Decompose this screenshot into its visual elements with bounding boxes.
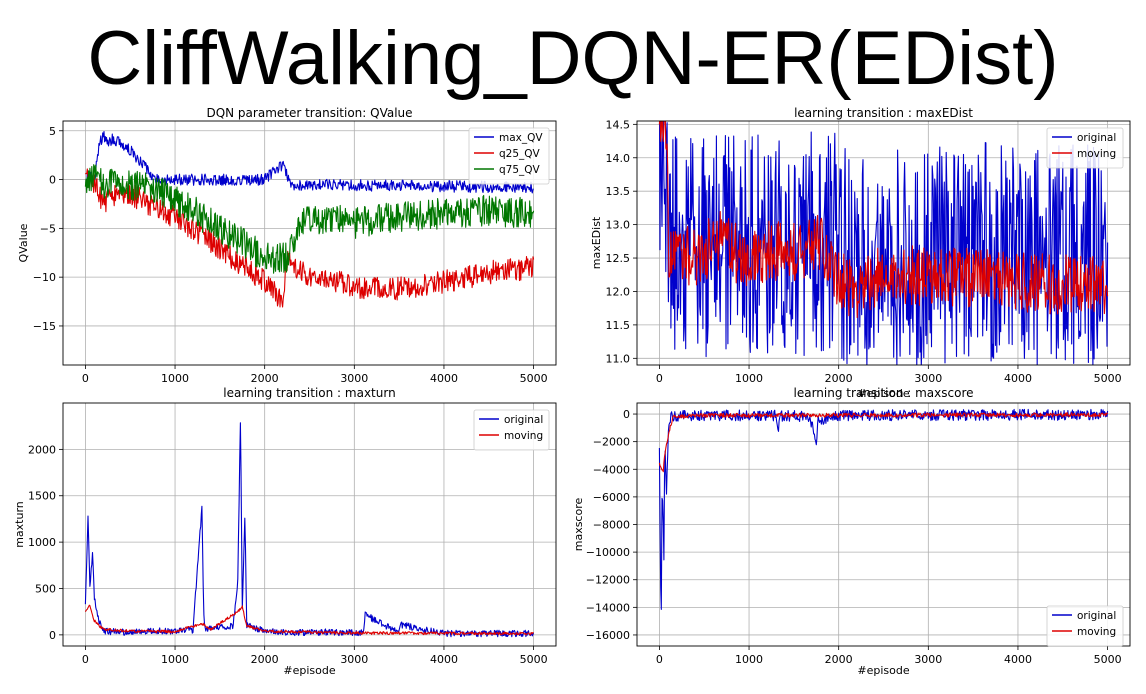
y-tick-label: 11.0 — [606, 352, 631, 365]
y-tick-label: 2000 — [28, 443, 56, 456]
y-tick-label: −8000 — [593, 519, 630, 532]
legend-label: original — [1077, 610, 1116, 622]
chart-panel-3: 0 1000 2000 3000 4000 50002000150010005000#ep… — [13, 386, 557, 677]
y-tick-label: −12000 — [586, 574, 630, 587]
legend-label: q25_QV — [499, 148, 541, 160]
x-tick-label: 0 — [82, 372, 89, 385]
x-tick-label: 5000 — [1094, 653, 1122, 666]
x-tick-label: 3000 — [340, 372, 368, 385]
chart-panel-1: 0 1000 2000 3000 4000 5000 5 0 −5 −10 −15 QValue DQN… — [17, 106, 557, 385]
x-tick-label: 5000 — [1094, 372, 1122, 385]
chart-title: learning transition : maxturn — [223, 386, 395, 400]
chart-title: DQN parameter transition: QValue — [206, 106, 412, 120]
legend-label: moving — [504, 430, 543, 442]
y-tick-label: 14.0 — [606, 152, 631, 165]
x-tick-label: 2000 — [251, 653, 279, 666]
y-tick-label: −4000 — [593, 463, 630, 476]
legend-box — [468, 127, 550, 185]
x-axis-label: #episode — [283, 664, 335, 677]
y-tick-label: 1500 — [28, 490, 56, 503]
x-tick-label: 0 — [82, 653, 89, 666]
legend-label: moving — [1077, 148, 1116, 160]
y-tick-label: −2000 — [593, 436, 630, 449]
series-group — [658, 408, 1109, 610]
chart-title: learning transition : maxscore — [794, 386, 974, 400]
x-tick-label: 0 — [656, 653, 663, 666]
x-tick-label: 3000 — [914, 653, 942, 666]
y-tick-label: 0 — [49, 174, 56, 187]
x-tick-label: 2000 — [825, 372, 853, 385]
legend-label: moving — [1077, 626, 1116, 638]
series-group — [658, 121, 1109, 365]
x-tick-label: 4000 — [430, 653, 458, 666]
x-axis-label: #episode — [857, 664, 909, 677]
series-group — [84, 422, 535, 638]
series-line-q75_QV — [84, 164, 535, 274]
y-tick-label: −14000 — [586, 601, 630, 614]
y-tick-label: 11.5 — [606, 319, 631, 332]
series-line-q25_QV — [85, 168, 535, 308]
x-axis-label: #episode — [857, 387, 909, 400]
legend-label: q75_QV — [499, 164, 541, 176]
x-tick-label: 1000 — [735, 372, 763, 385]
x-tick-label: 3000 — [914, 372, 942, 385]
legend-label: original — [1077, 132, 1116, 144]
y-tick-label: −10 — [33, 271, 56, 284]
legend-label: original — [504, 414, 543, 426]
y-tick-label: 1000 — [28, 536, 56, 549]
y-tick-label: −5 — [40, 222, 56, 235]
y-axis-label: maxEDist — [590, 216, 603, 269]
y-tick-label: 12.0 — [606, 285, 631, 298]
y-tick-label: 0 — [623, 408, 630, 421]
y-tick-label: −15 — [33, 320, 56, 333]
series-line-max_QV — [85, 131, 534, 194]
legend-box — [473, 409, 550, 451]
x-tick-label: 1000 — [161, 653, 189, 666]
legend-box — [1046, 605, 1124, 647]
plot-frame — [636, 120, 1131, 366]
x-tick-label: 1000 — [161, 372, 189, 385]
x-tick-label: 4000 — [1004, 653, 1032, 666]
y-tick-label: 0 — [49, 629, 56, 642]
x-tick-label: 4000 — [430, 372, 458, 385]
y-tick-label: 12.5 — [606, 252, 631, 265]
x-tick-label: 2000 — [251, 372, 279, 385]
y-tick-label: −6000 — [593, 491, 630, 504]
y-tick-label: 500 — [35, 582, 56, 595]
page-title: CliffWalking_DQN-ER(EDist) — [87, 16, 1059, 101]
y-axis-label: maxscore — [572, 498, 585, 552]
x-tick-label: 1000 — [735, 653, 763, 666]
plot-frame — [62, 120, 557, 366]
y-axis-label: maxturn — [13, 501, 26, 548]
x-tick-label: 3000 — [340, 653, 368, 666]
x-tick-label: 5000 — [520, 372, 548, 385]
y-tick-label: −16000 — [586, 629, 630, 642]
legend-box — [1046, 127, 1124, 169]
legend-label: max_QV — [499, 132, 543, 144]
y-tick-label: 14.5 — [606, 118, 631, 131]
series-line-moving — [658, 412, 1109, 473]
y-tick-label: −10000 — [586, 546, 630, 559]
series-group — [84, 131, 535, 308]
series-line-moving — [658, 121, 1109, 319]
series-line-moving — [84, 604, 534, 636]
plot-frame — [62, 402, 557, 647]
chart-panel-2: 0 1000 2000 3000 4000 5000 14.5 14.0 13.5 13.0 12.… — [590, 106, 1131, 400]
y-tick-label: 5 — [49, 125, 56, 138]
x-tick-label: 4000 — [1004, 372, 1032, 385]
x-tick-label: 0 — [656, 372, 663, 385]
chart-title: learning transition : maxEDist — [794, 106, 973, 120]
chart-panel-4: 0 1000 2000 3000 4000 5000 0 −2000 −4000 −6000 −80… — [572, 386, 1131, 677]
y-tick-label: 13.5 — [606, 185, 631, 198]
x-tick-label: 5000 — [520, 653, 548, 666]
y-axis-label: QValue — [17, 223, 30, 262]
x-tick-label: 2000 — [825, 653, 853, 666]
y-tick-label: 13.0 — [606, 219, 631, 232]
